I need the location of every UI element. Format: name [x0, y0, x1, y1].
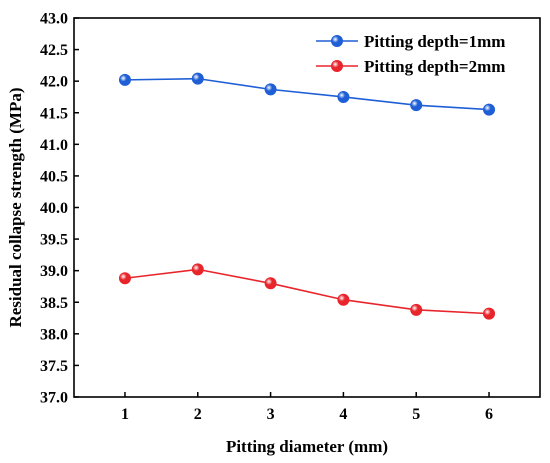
data-point	[118, 73, 131, 86]
data-point	[264, 83, 277, 96]
series-1	[118, 72, 496, 116]
x-tick-label: 1	[121, 406, 129, 423]
x-tick-label: 4	[339, 406, 347, 423]
data-point	[410, 303, 423, 316]
y-tick-label: 40.5	[40, 168, 68, 185]
y-tick-label: 38.5	[40, 295, 68, 312]
y-tick-label: 41.0	[40, 137, 68, 154]
legend-item: Pitting depth=2mm	[316, 57, 505, 76]
data-point	[264, 277, 277, 290]
y-axis: 37.0 37.5 38.0 38.5 39.0 39.5 40.0 40.5 41.0 41.5…	[40, 11, 79, 407]
y-tick-label: 40.0	[40, 200, 68, 217]
legend-label: Pitting depth=1mm	[364, 32, 505, 51]
y-tick-label: 41.5	[40, 105, 68, 122]
legend-label: Pitting depth=2mm	[364, 57, 505, 76]
x-axis: 1 2 3 4 5 6	[121, 392, 493, 423]
x-tick-label: 3	[267, 406, 275, 423]
series-line	[124, 268, 490, 315]
x-axis-label: Pitting diameter (mm)	[226, 437, 388, 456]
data-point	[191, 72, 204, 85]
legend-item: Pitting depth=1mm	[316, 32, 505, 51]
y-tick-label: 42.5	[40, 42, 68, 59]
data-point	[410, 99, 423, 112]
legend-marker	[330, 60, 343, 73]
data-point	[337, 90, 350, 103]
y-tick-label: 39.5	[40, 232, 68, 249]
y-tick-label: 38.0	[40, 326, 68, 343]
x-tick-label: 5	[412, 406, 420, 423]
data-point	[118, 272, 131, 285]
data-point	[191, 263, 204, 276]
legend: Pitting depth=1mm Pitting depth=2mm	[316, 32, 505, 76]
data-point	[483, 307, 496, 320]
y-axis-label: Residual collapse strength (MPa)	[6, 87, 25, 327]
x-tick-label: 6	[485, 406, 493, 423]
y-tick-label: 43.0	[40, 11, 68, 28]
y-tick-label: 37.0	[40, 390, 68, 407]
data-point	[337, 293, 350, 306]
data-point	[483, 103, 496, 116]
x-tick-label: 2	[194, 406, 202, 423]
series-line	[124, 77, 490, 111]
y-tick-label: 39.0	[40, 263, 68, 280]
series-layer	[118, 72, 496, 320]
series-2	[118, 263, 496, 320]
y-tick-label: 37.5	[40, 358, 68, 375]
legend-marker	[330, 35, 343, 48]
y-tick-label: 42.0	[40, 74, 68, 91]
